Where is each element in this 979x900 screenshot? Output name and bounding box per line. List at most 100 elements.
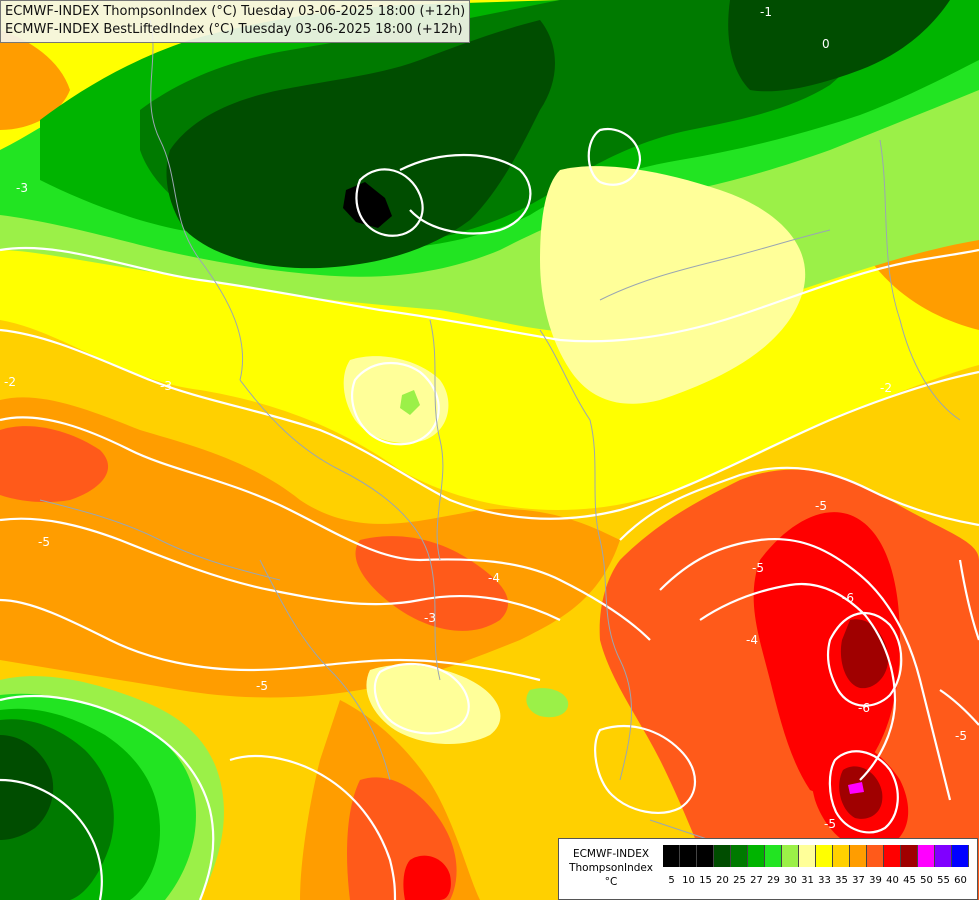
border-line bbox=[879, 139, 961, 421]
legend-swatch bbox=[680, 845, 697, 867]
field-redorange-west bbox=[0, 426, 109, 503]
contour-line bbox=[229, 754, 397, 900]
contour-line bbox=[0, 328, 979, 520]
legend-tick-label: 35 bbox=[835, 875, 848, 886]
legend-parameter: ThompsonIndex bbox=[569, 862, 653, 874]
contour-line bbox=[594, 725, 696, 814]
contour-line bbox=[373, 662, 470, 735]
legend-swatch bbox=[884, 845, 901, 867]
legend-model: ECMWF-INDEX bbox=[572, 848, 650, 860]
map-title-thompson: ECMWF-INDEX ThompsonIndex (°C) Tuesday 0… bbox=[5, 4, 466, 19]
field-darkred-core bbox=[840, 619, 889, 689]
legend-swatch bbox=[748, 845, 765, 867]
legend-tick-label: 37 bbox=[852, 875, 865, 886]
border-line bbox=[239, 379, 441, 681]
field-redorange-mid bbox=[355, 536, 509, 631]
contour-label: -5 bbox=[824, 817, 836, 831]
field-darkred-core-south bbox=[839, 766, 883, 819]
border-line bbox=[39, 499, 281, 581]
field-magenta-spot bbox=[848, 782, 864, 794]
contour-line bbox=[399, 153, 532, 235]
legend-tick-label: 5 bbox=[668, 875, 675, 886]
border-line bbox=[599, 229, 831, 301]
contour-line bbox=[939, 689, 979, 726]
legend-swatch bbox=[765, 845, 782, 867]
legend-swatch bbox=[833, 845, 850, 867]
legend-swatch bbox=[935, 845, 952, 867]
field-darkgreen-north bbox=[166, 20, 555, 269]
contour-line bbox=[958, 559, 979, 641]
contour-label: -5 bbox=[815, 499, 827, 513]
legend-tick-label: 45 bbox=[903, 875, 916, 886]
legend-tick-label: 31 bbox=[801, 875, 814, 886]
field-paleyellow-center bbox=[540, 166, 806, 404]
contour-line bbox=[827, 611, 903, 707]
legend-swatch bbox=[816, 845, 833, 867]
contour-line bbox=[0, 416, 651, 641]
field-darkgreen-southwest bbox=[0, 735, 54, 840]
legend-swatch bbox=[731, 845, 748, 867]
contour-label: -2 bbox=[4, 375, 16, 389]
contour-line bbox=[0, 246, 979, 343]
legend-tick-label: 60 bbox=[954, 875, 967, 886]
legend-tick-label: 30 bbox=[784, 875, 797, 886]
contour-line bbox=[828, 750, 899, 834]
contour-line bbox=[659, 538, 952, 801]
legend-unit: °C bbox=[604, 876, 618, 888]
contour-label: -6 bbox=[842, 591, 854, 605]
contour-label: -3 bbox=[424, 611, 436, 625]
contour-label: -5 bbox=[256, 679, 268, 693]
legend-tick-label: 33 bbox=[818, 875, 831, 886]
contour-label: -5 bbox=[752, 561, 764, 575]
legend-swatch bbox=[782, 845, 799, 867]
legend-swatch bbox=[714, 845, 731, 867]
legend-swatch bbox=[952, 845, 969, 867]
contour-line bbox=[619, 466, 979, 541]
contour-label: -4 bbox=[746, 633, 758, 647]
contour-label: -3 bbox=[160, 379, 172, 393]
contour-line bbox=[0, 517, 561, 621]
legend-swatch bbox=[918, 845, 935, 867]
legend-tick-label: 39 bbox=[869, 875, 882, 886]
field-orange-top-left bbox=[0, 30, 70, 130]
field-black-spot bbox=[343, 182, 392, 228]
contour-label: -6 bbox=[858, 701, 870, 715]
contour-line bbox=[699, 582, 897, 781]
legend-tick-label: 27 bbox=[750, 875, 763, 886]
field-paleyellow-mid bbox=[343, 356, 449, 444]
legend-tick-label: 10 bbox=[682, 875, 695, 886]
legend-swatch bbox=[867, 845, 884, 867]
contour-labels: -3 -1 0 -2 -3 -2 -5 -4 -5 -3 -4 -5 -6 -5… bbox=[4, 5, 967, 831]
legend-tick-label: 29 bbox=[767, 875, 780, 886]
field-red-east bbox=[753, 512, 900, 794]
legend-swatch bbox=[901, 845, 918, 867]
contour-label: -5 bbox=[955, 729, 967, 743]
contour-label: -3 bbox=[16, 181, 28, 195]
legend-swatch bbox=[799, 845, 816, 867]
contour-line bbox=[355, 168, 424, 237]
border-line bbox=[539, 329, 633, 781]
field-red-south bbox=[403, 855, 451, 900]
contour-line bbox=[587, 127, 642, 186]
legend-tick-row: 5 10 15 20 25 27 29 30 31 33 35 37 39 40 45 50 55 60 bbox=[663, 874, 969, 888]
border-line bbox=[429, 319, 444, 561]
contour-line bbox=[0, 694, 215, 900]
contour-line bbox=[0, 598, 541, 682]
map-title-box: ECMWF-INDEX ThompsonIndex (°C) Tuesday 0… bbox=[0, 0, 471, 43]
contour-label: -4 bbox=[488, 571, 500, 585]
legend-label: ECMWF-INDEX ThompsonIndex °C bbox=[563, 847, 659, 889]
contour-label: 0 bbox=[822, 37, 830, 51]
legend-tick-label: 15 bbox=[699, 875, 712, 886]
field-lightgreen-south-spot bbox=[526, 688, 569, 718]
legend-tick-label: 25 bbox=[733, 875, 746, 886]
field-lightgreen-center-spot bbox=[400, 390, 420, 415]
legend-tick-label: 55 bbox=[937, 875, 950, 886]
legend-swatch bbox=[850, 845, 867, 867]
legend-tick-label: 40 bbox=[886, 875, 899, 886]
legend-tick-label: 50 bbox=[920, 875, 933, 886]
border-line bbox=[259, 559, 391, 781]
contour-lines bbox=[0, 127, 979, 900]
field-darkgreen-northeast bbox=[728, 0, 950, 92]
